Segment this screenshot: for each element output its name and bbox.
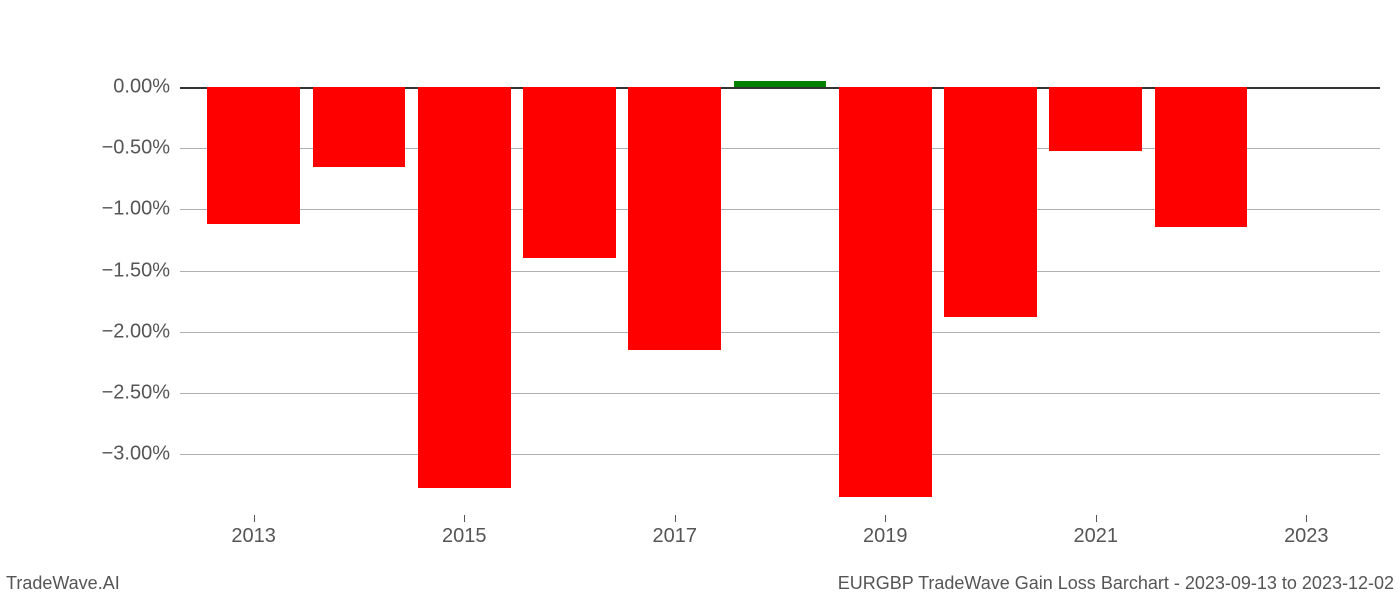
x-tick [885, 515, 886, 522]
footer-caption: EURGBP TradeWave Gain Loss Barchart - 20… [838, 573, 1394, 594]
bar-2018 [734, 81, 827, 87]
bar-2017 [628, 87, 721, 350]
bar-2016 [523, 87, 616, 258]
x-tick-label: 2023 [1284, 525, 1329, 548]
x-tick-label: 2019 [863, 525, 908, 548]
x-tick-label: 2017 [652, 525, 697, 548]
x-tick-label: 2021 [1074, 525, 1119, 548]
gridline [180, 393, 1380, 394]
x-tick [254, 515, 255, 522]
bar-2015 [418, 87, 511, 488]
bar-2022 [1155, 87, 1248, 226]
x-tick [1306, 515, 1307, 522]
x-tick [1096, 515, 1097, 522]
y-tick-label: −1.00% [60, 198, 170, 221]
y-tick-label: −3.00% [60, 442, 170, 465]
chart-plot-area [180, 75, 1380, 515]
y-tick-label: −0.50% [60, 137, 170, 160]
bar-2014 [313, 87, 406, 166]
x-tick [675, 515, 676, 522]
bar-2013 [207, 87, 300, 224]
x-tick-label: 2013 [231, 525, 276, 548]
gridline [180, 454, 1380, 455]
gridline [180, 332, 1380, 333]
x-tick [464, 515, 465, 522]
y-tick-label: −1.50% [60, 259, 170, 282]
bar-2021 [1049, 87, 1142, 151]
y-tick-label: 0.00% [60, 76, 170, 99]
footer-brand: TradeWave.AI [6, 573, 120, 594]
gridline [180, 271, 1380, 272]
bar-2020 [944, 87, 1037, 317]
x-tick-label: 2015 [442, 525, 487, 548]
y-tick-label: −2.00% [60, 320, 170, 343]
bar-2019 [839, 87, 932, 496]
plot-region [180, 75, 1380, 515]
y-tick-label: −2.50% [60, 381, 170, 404]
